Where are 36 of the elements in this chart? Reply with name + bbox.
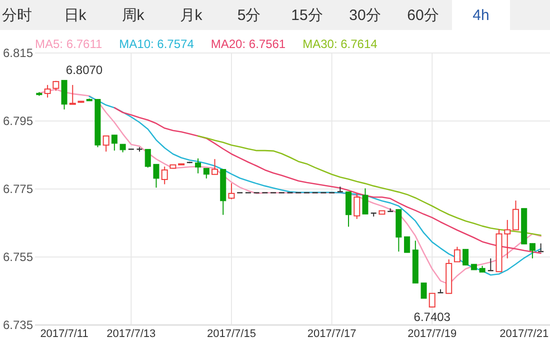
candlestick: [362, 188, 368, 215]
candlestick: [346, 191, 352, 228]
candlestick: [153, 164, 160, 188]
x-tick-label: 2017/7/13: [106, 328, 156, 340]
candlestick: [203, 168, 210, 179]
candlestick: [161, 166, 168, 185]
candlestick: [420, 282, 427, 299]
annotation: 6.8070: [66, 63, 103, 78]
candlestick: [212, 158, 218, 175]
legend: MA5: 6.7611 MA10: 6.7574 MA20: 6.7561 MA30: 6.7614: [35, 37, 378, 51]
candlestick: [354, 192, 360, 220]
candlestick: [404, 236, 410, 254]
y-tick-label: 6.755: [2, 250, 34, 264]
candlestick: [102, 135, 110, 152]
annotation: 6.7403: [414, 310, 451, 324]
candlestick: [512, 200, 519, 230]
x-tick-label: 2017/7/15: [207, 328, 256, 340]
candlestick: [144, 148, 151, 168]
x-tick-label: 2017/7/19: [408, 328, 457, 340]
x-tick-label: 2017/7/17: [307, 328, 356, 340]
tabs: 分时 日k 周k 月k 5分 15分 30分 60分 4h: [0, 0, 550, 30]
y-tick-label: 6.775: [2, 182, 34, 196]
candlestick: [111, 134, 118, 152]
candlestick: [529, 242, 536, 259]
candlestick: [454, 246, 460, 262]
x-tick-label: 2017/7/21: [500, 328, 549, 340]
candlestick: [336, 186, 344, 192]
y-tick-label: 6.815: [2, 46, 34, 60]
candlestick: [462, 248, 469, 266]
candlestick: [228, 182, 235, 200]
x-tick-label: 2017/7/11: [40, 328, 88, 340]
y-tick-label: 6.795: [2, 114, 34, 128]
y-tick-label: 6.735: [2, 318, 34, 332]
candlestick: [69, 84, 76, 105]
candlestick: [428, 292, 436, 308]
candlestick: [195, 158, 202, 174]
